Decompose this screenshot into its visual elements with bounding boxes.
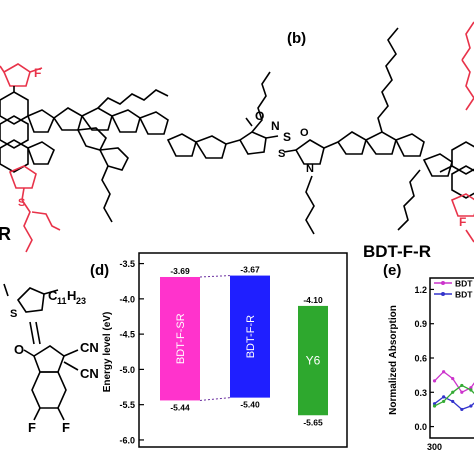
y-tick-label: -3.5 — [119, 259, 135, 269]
y-tick-label: -5.5 — [119, 400, 135, 410]
bar-name-label: BDT-F-R — [245, 315, 257, 358]
lumo-connector — [199, 275, 231, 278]
absorption-point — [451, 376, 455, 381]
energy-level-chart: Energy level (eV) -3.5 -4.0 -4.5 -5.0 -5.5 -6… — [102, 252, 348, 448]
absorption-point — [442, 370, 446, 374]
atom-O-top: O — [255, 109, 264, 123]
panel-label-d: (d) — [90, 262, 109, 279]
legend-label: BDT — [455, 279, 473, 289]
panel-label-e: (e) — [383, 262, 401, 279]
plot-frame — [138, 252, 348, 448]
atom-S-red: S — [18, 197, 25, 209]
absorption-point — [469, 386, 473, 390]
absorption-point — [460, 383, 464, 388]
y-axis-label-e: Normalized Absorption — [388, 305, 399, 415]
homo-label: -5.40 — [240, 400, 260, 410]
atom-F-bottom-2: F — [62, 420, 70, 435]
absorption-point — [451, 399, 455, 404]
atom-S-exo-b: S — [278, 148, 285, 160]
atom-CN-2: CN — [80, 366, 99, 381]
absorption-point — [469, 388, 473, 392]
atom-C11H23-sub2: 23 — [76, 296, 86, 306]
molecule-bottom-left — [3, 283, 79, 421]
legend-marker — [441, 292, 445, 296]
legend-marker — [441, 281, 445, 285]
atom-F-top-left: F — [34, 66, 41, 80]
molecule-top-left — [0, 63, 279, 253]
atom-N-b: N — [306, 163, 314, 175]
plot-frame-e — [429, 277, 474, 439]
atom-S-exo-top: S — [283, 130, 291, 144]
lumo-label: -3.67 — [240, 265, 260, 275]
x-tick-label: 300 — [427, 442, 442, 452]
atom-C11H23-tail: H — [67, 288, 76, 303]
atom-F-b: F — [459, 215, 466, 229]
y-tick-label: 0.6 — [414, 354, 427, 364]
molecule-label-left: R — [0, 224, 11, 244]
absorption-point — [460, 390, 464, 394]
y-tick-label: 1.2 — [414, 285, 427, 295]
y-tick-label: -4.5 — [119, 330, 135, 340]
absorption-point — [432, 402, 437, 406]
y-tick-label: 0.9 — [414, 319, 427, 329]
bar-name-label: BDT-F-SR — [175, 313, 187, 364]
atom-CN-1: CN — [80, 340, 99, 355]
absorption-point — [469, 404, 473, 408]
absorption-chart: Normalized Absorption 1.2 0.9 0.6 0.3 0.0300… — [388, 277, 474, 452]
absorption-point — [442, 395, 446, 399]
absorption-point — [432, 379, 437, 383]
molecule-top-right — [283, 21, 474, 243]
absorption-point — [451, 390, 455, 394]
homo-connector — [199, 397, 231, 401]
y-tick-label: -4.0 — [119, 294, 135, 304]
homo-label: -5.44 — [170, 402, 190, 412]
energy-bar — [298, 305, 328, 416]
absorption-line — [434, 384, 474, 407]
y-tick-label: 0.3 — [414, 388, 427, 398]
atom-O-bottom: O — [14, 342, 24, 357]
lumo-label: -3.69 — [170, 266, 190, 276]
energy-bar — [230, 275, 270, 398]
bar-name-label: Y6 — [306, 354, 321, 368]
homo-label: -5.65 — [303, 417, 323, 427]
panel-label-b: (b) — [287, 30, 306, 47]
legend-label: BDT — [455, 290, 473, 300]
absorption-point — [432, 404, 437, 408]
absorption-line — [434, 370, 474, 394]
absorption-point — [442, 399, 446, 404]
atom-O-b: O — [300, 127, 309, 139]
atom-C11H23-main: C — [48, 288, 58, 303]
atom-F-bottom-1: F — [28, 420, 36, 435]
energy-bar — [160, 276, 200, 401]
atom-S-glyph: S — [10, 308, 17, 320]
y-axis-label: Energy level (eV) — [102, 312, 113, 393]
y-tick-label: -6.0 — [119, 435, 135, 445]
y-tick-label: -5.0 — [119, 365, 135, 375]
atom-C11H23-sub: 11 — [57, 296, 67, 306]
absorption-line — [434, 396, 474, 411]
molecule-label-center: BDT-F-R — [363, 242, 431, 261]
atom-N-top: N — [271, 119, 280, 133]
lumo-label: -4.10 — [303, 295, 323, 305]
y-tick-label: 0.0 — [414, 422, 427, 432]
absorption-point — [460, 407, 464, 412]
